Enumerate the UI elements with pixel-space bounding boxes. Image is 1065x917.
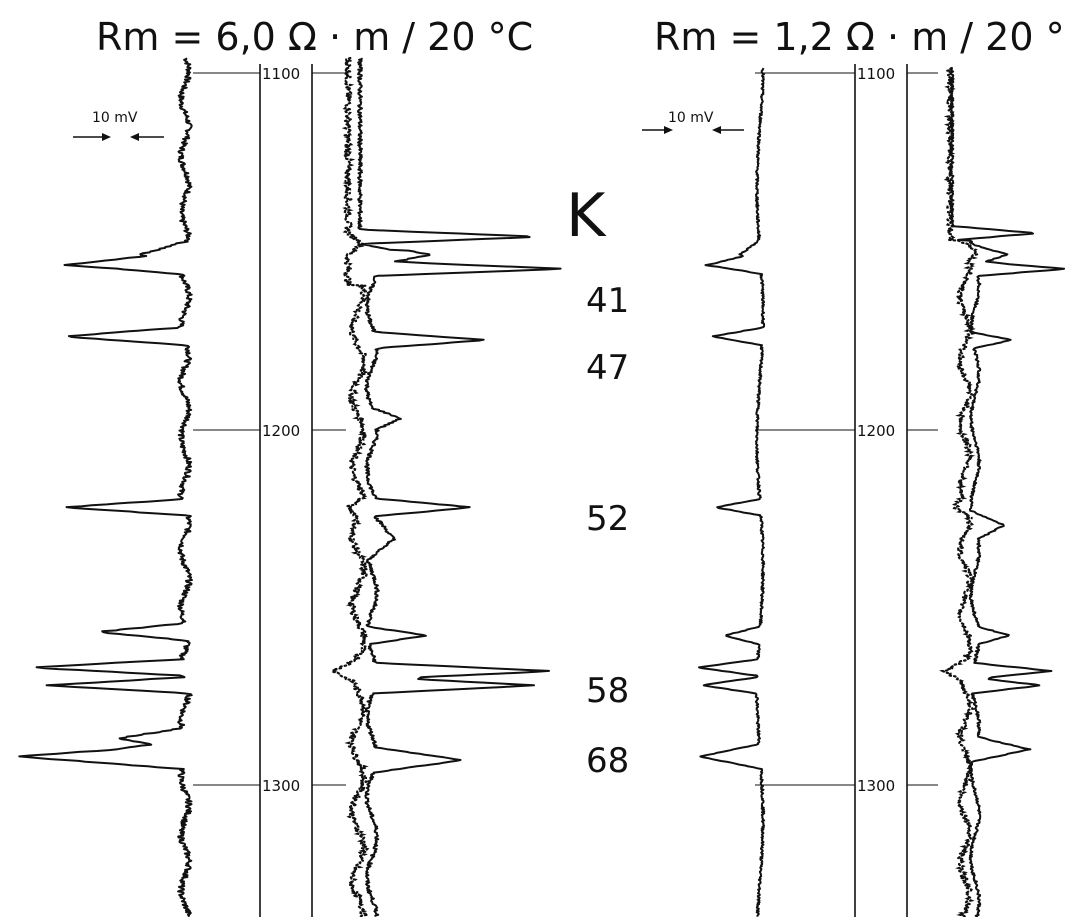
left-resistivity-dotted-curve [328,56,371,917]
right-scale-arrowhead-right [664,126,673,134]
right-depth-label-1200: 1200 [857,422,895,440]
zone-number-58: 58 [586,671,629,711]
right-resistivity-solid-curve [949,67,1065,917]
right-depth-track: 1100 1200 1300 [755,64,938,917]
right-sp-scale-label: 10 mV [668,110,714,126]
right-sp-curve [698,67,766,917]
left-log-panel: Rm = 6,0 Ω · m / 20 °C 1100 1200 1300 10… [18,15,562,917]
left-sp-scale-label: 10 mV [92,110,138,126]
left-depth-label-1100: 1100 [262,65,300,83]
left-depth-label-1300: 1300 [262,777,300,795]
left-depth-label-1200: 1200 [262,422,300,440]
right-scale-arrowhead-left [712,126,721,134]
left-sp-curve [18,57,193,917]
zone-labels: K 41 47 52 58 68 [566,181,629,781]
right-depth-label-1300: 1300 [857,777,895,795]
right-panel-title: Rm = 1,2 Ω · m / 20 °C [654,15,1065,59]
left-scale-arrowhead-left [130,133,139,141]
zone-number-41: 41 [586,281,629,321]
zone-letter-k: K [566,181,607,251]
right-depth-label-1100: 1100 [857,65,895,83]
right-log-panel: Rm = 1,2 Ω · m / 20 °C 1100 1200 1300 10… [642,15,1065,917]
right-sp-scale: 10 mV [642,110,744,134]
zone-number-47: 47 [586,348,629,388]
left-sp-scale: 10 mV [73,110,164,141]
left-resistivity-solid-curve [357,57,562,917]
left-depth-track: 1100 1200 1300 [193,64,346,917]
left-panel-title: Rm = 6,0 Ω · m / 20 °C [96,15,533,59]
left-scale-arrowhead-right [102,133,111,141]
zone-number-52: 52 [586,499,629,539]
zone-number-68: 68 [586,741,629,781]
